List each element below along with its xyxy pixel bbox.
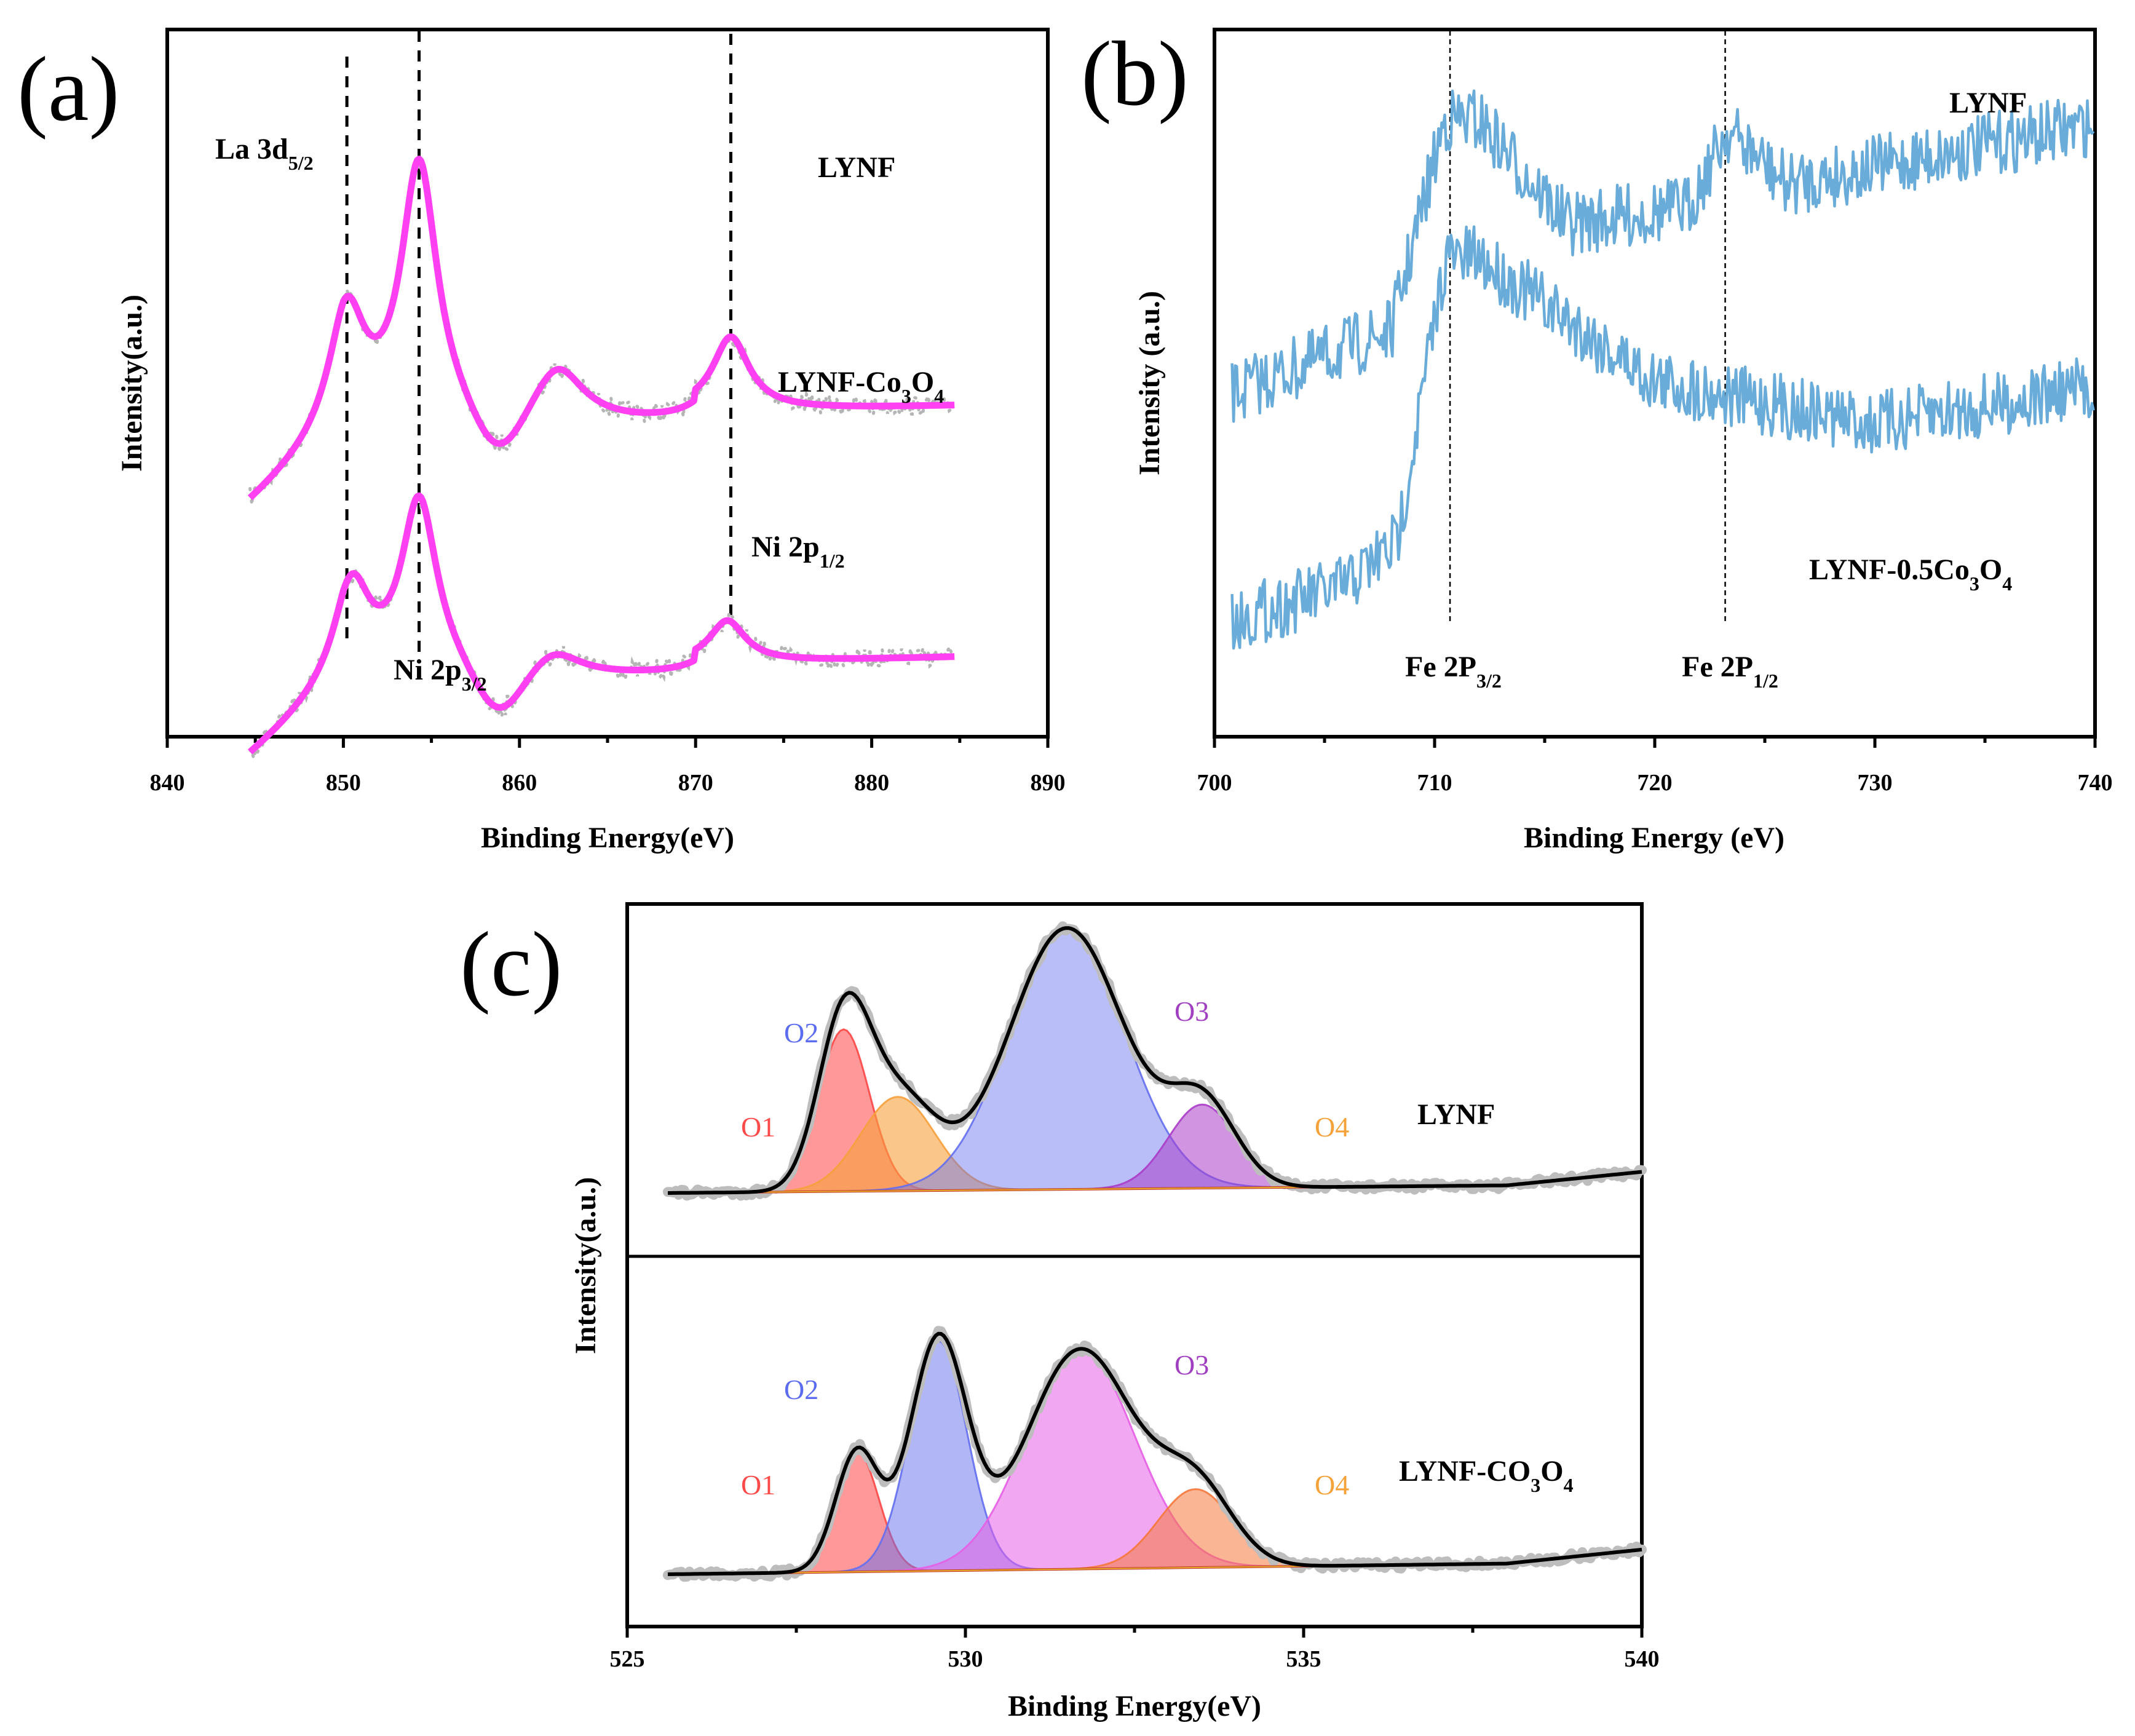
fe-spectrum-lynf-05co3o4 bbox=[1230, 225, 2095, 650]
panel-a-label: (a) bbox=[17, 38, 119, 140]
label-ni-2p12-main: Ni 2p bbox=[751, 531, 820, 563]
x-tick-label: 730 bbox=[1858, 770, 1893, 796]
panel-a-reference-lines bbox=[345, 31, 732, 659]
component-label-o4: O4 bbox=[1315, 1111, 1349, 1143]
panel-b-y-axis-title: Intensity (a.u.) bbox=[1133, 291, 1166, 475]
label-la-3d52: La 3d5/2 bbox=[215, 133, 314, 174]
panel-b-series bbox=[1230, 89, 2095, 650]
label-ni-2p32-main: Ni 2p bbox=[394, 654, 462, 686]
legend-b-lynf: LYNF bbox=[1949, 87, 2027, 119]
panel-b-x-axis-title: Binding Energy (eV) bbox=[1524, 822, 1784, 854]
label-la-3d-main: La 3d bbox=[215, 133, 288, 165]
legend-c-lynf: LYNF bbox=[1417, 1098, 1495, 1131]
x-tick-label: 710 bbox=[1417, 770, 1452, 796]
panel-b-label: (b) bbox=[1081, 23, 1189, 125]
label-ni-2p32: Ni 2p3/2 bbox=[394, 654, 487, 695]
component-label-o3: O3 bbox=[1174, 996, 1209, 1027]
legend-a-lynf-co3o4: LYNF-Co3O4 bbox=[778, 366, 944, 407]
panel-a: (a) 840 850 860 870 880 890 La 3d5/2 Ni 2p3/2… bbox=[17, 28, 1066, 854]
fe-spectrum-lynf bbox=[1230, 89, 2095, 423]
x-tick-label: 850 bbox=[326, 770, 361, 796]
envelope-fit bbox=[668, 926, 1642, 1195]
label-fe-2p12: Fe 2P1/2 bbox=[1682, 651, 1778, 692]
x-tick-label: 840 bbox=[150, 770, 185, 796]
x-tick-label: 870 bbox=[678, 770, 713, 796]
legend-c-lynf-co3o4: LYNF-CO3O4 bbox=[1399, 1455, 1574, 1496]
panel-b: (b) 700 710 720 730 740 LYNF LYNF-0.5Co3O4 F… bbox=[1081, 23, 2113, 854]
x-tick-label: 700 bbox=[1197, 770, 1232, 796]
x-tick-label: 535 bbox=[1286, 1646, 1321, 1672]
x-tick-label: 890 bbox=[1031, 770, 1066, 796]
panel-c-y-axis-title: Intensity(a.u.) bbox=[569, 1177, 602, 1354]
legend-a-lynf: LYNF bbox=[818, 151, 895, 184]
label-ni-2p32-sub: 3/2 bbox=[462, 673, 487, 695]
panel-a-x-ticks: 840 850 860 870 880 890 bbox=[150, 737, 1066, 796]
label-ni-2p12-sub: 1/2 bbox=[820, 550, 845, 572]
x-tick-label: 880 bbox=[854, 770, 889, 796]
fit-curve-lynf bbox=[247, 156, 956, 501]
component-label-o4: O4 bbox=[1315, 1469, 1349, 1500]
fit-curve-lynf-co3o4 bbox=[247, 492, 956, 755]
component-label-o1: O1 bbox=[741, 1111, 775, 1143]
x-tick-label: 530 bbox=[948, 1646, 983, 1672]
x-tick-label: 525 bbox=[610, 1646, 645, 1672]
x-tick-label: 720 bbox=[1638, 770, 1673, 796]
panel-a-series bbox=[247, 156, 956, 763]
component-label-o3: O3 bbox=[1174, 1349, 1209, 1381]
panel-c-top-subplot: O1 O2 O3 O4 bbox=[663, 921, 1647, 1201]
raw-data-points-lynf-co3o4 bbox=[248, 490, 956, 763]
envelope-fit bbox=[667, 1331, 1642, 1576]
panel-a-y-axis-title: Intensity(a.u.) bbox=[116, 295, 148, 472]
legend-b-lynf-05co3o4: LYNF-0.5Co3O4 bbox=[1809, 553, 2012, 595]
panel-b-x-ticks: 700 710 720 730 740 bbox=[1197, 737, 2113, 796]
label-la-3d-sub: 5/2 bbox=[288, 152, 314, 174]
panel-c-x-ticks: 525 530 535 540 bbox=[610, 1627, 1660, 1672]
label-ni-2p12: Ni 2p1/2 bbox=[751, 531, 845, 572]
x-tick-label: 540 bbox=[1625, 1646, 1660, 1672]
panel-a-x-axis-title: Binding Energy(eV) bbox=[481, 822, 734, 854]
raw-data-points-lynf bbox=[248, 157, 956, 504]
x-tick-label: 860 bbox=[502, 770, 537, 796]
component-label-o2: O2 bbox=[784, 1017, 818, 1048]
x-tick-label: 740 bbox=[2078, 770, 2113, 796]
panel-c-label: (c) bbox=[460, 913, 562, 1015]
panel-c-bottom-subplot: O1 O2 O3 O4 bbox=[663, 1326, 1647, 1582]
label-fe-2p32: Fe 2P3/2 bbox=[1405, 651, 1502, 692]
component-label-o2: O2 bbox=[784, 1374, 818, 1405]
component-label-o1: O1 bbox=[741, 1469, 775, 1500]
panel-c-x-axis-title: Binding Energy(eV) bbox=[1008, 1690, 1261, 1722]
